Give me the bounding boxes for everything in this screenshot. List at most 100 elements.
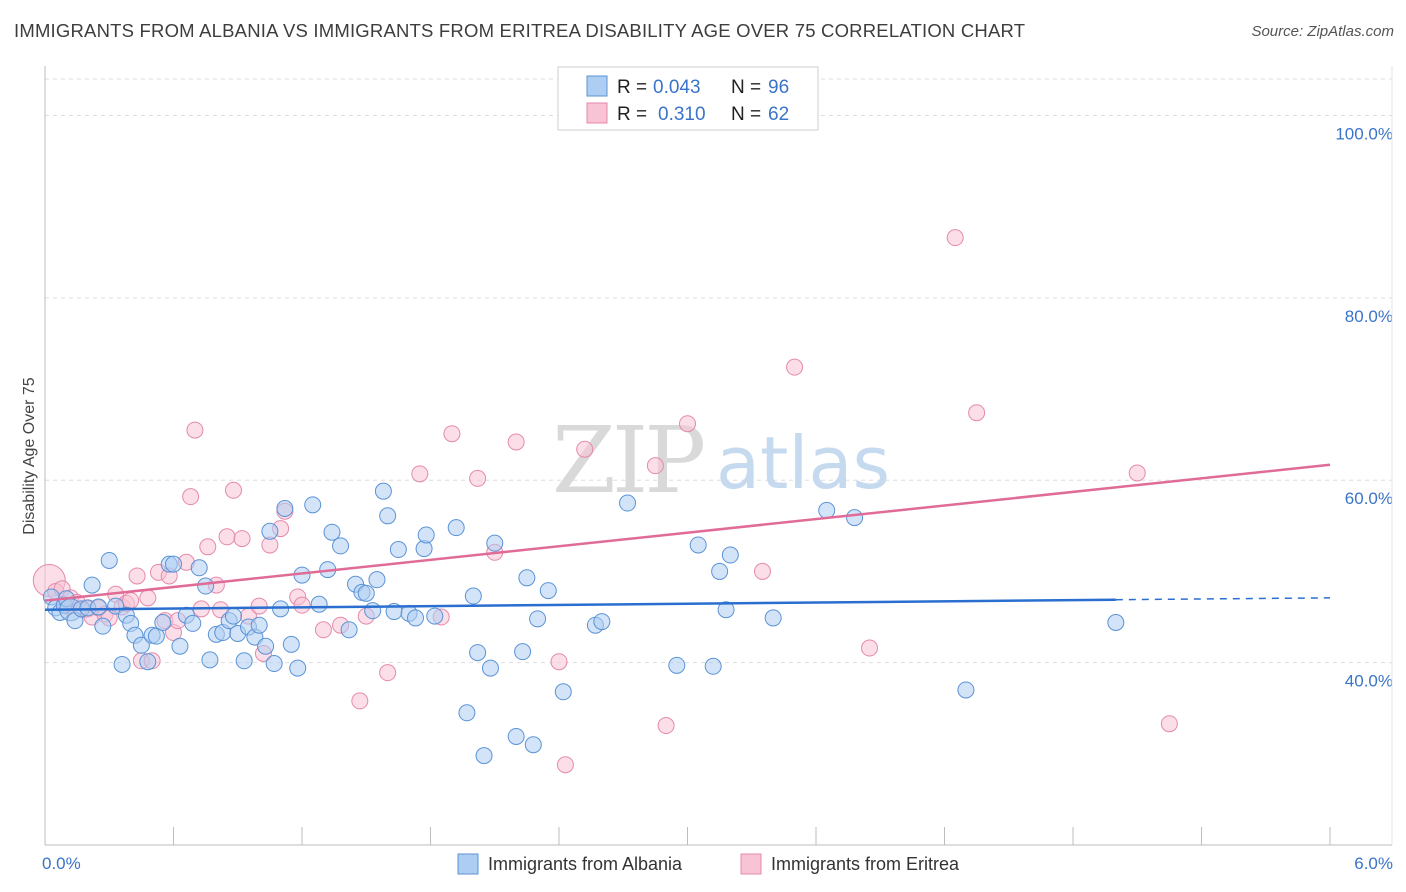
eritrea-point bbox=[379, 664, 397, 682]
albania-point bbox=[689, 536, 707, 554]
bottom-legend-swatch-albania bbox=[457, 853, 479, 875]
eritrea-point bbox=[1160, 715, 1178, 733]
trendline-albania bbox=[44, 598, 1116, 611]
top-legend: R = 0.043 N = 96 R = 0.310 N = 62 bbox=[557, 66, 819, 131]
albania-point bbox=[1107, 613, 1125, 631]
eritrea-point bbox=[576, 440, 594, 458]
eritrea-point bbox=[186, 421, 204, 439]
legend-r-label-albania: R = bbox=[617, 77, 647, 98]
albania-point bbox=[458, 704, 476, 722]
eritrea-point bbox=[233, 530, 251, 548]
y-axis-title: Disability Age Over 75 bbox=[21, 377, 38, 535]
albania-point bbox=[379, 507, 397, 525]
eritrea-point bbox=[293, 596, 311, 614]
eritrea-point bbox=[968, 404, 986, 422]
albania-point bbox=[289, 659, 307, 677]
eritrea-point bbox=[218, 528, 236, 546]
albania-point bbox=[717, 601, 735, 619]
albania-point bbox=[364, 602, 382, 620]
albania-point bbox=[282, 635, 300, 653]
eritrea-point bbox=[351, 692, 369, 710]
watermark-atlas: atlas bbox=[716, 421, 890, 505]
eritrea-point bbox=[411, 465, 429, 483]
x-tick-label-min: 0.0% bbox=[42, 854, 81, 873]
legend-n-value-albania: 96 bbox=[768, 77, 789, 98]
albania-point bbox=[818, 501, 836, 519]
legend-swatch-eritrea bbox=[586, 102, 608, 124]
albania-point bbox=[235, 652, 253, 670]
bottom-legend-swatch-eritrea bbox=[740, 853, 762, 875]
albania-point bbox=[165, 555, 182, 573]
eritrea-point bbox=[199, 538, 217, 556]
eritrea-point bbox=[507, 433, 525, 451]
eritrea-point bbox=[250, 597, 268, 615]
chart-title: IMMIGRANTS FROM ALBANIA VS IMMIGRANTS FR… bbox=[14, 20, 1026, 41]
y-tick-label: 40.0% bbox=[1345, 672, 1393, 691]
albania-point bbox=[957, 681, 975, 699]
albania-point bbox=[426, 607, 444, 625]
albania-point bbox=[190, 559, 208, 577]
legend-r-value-albania: 0.043 bbox=[653, 77, 701, 98]
albania-point bbox=[276, 500, 294, 518]
legend-n-label-albania: N = bbox=[731, 77, 761, 98]
eritrea-point bbox=[646, 457, 664, 475]
albania-point bbox=[554, 683, 572, 701]
albania-point bbox=[310, 595, 328, 613]
eritrea-point bbox=[753, 562, 771, 580]
trendline-eritrea bbox=[44, 463, 1331, 602]
albania-point bbox=[524, 736, 542, 754]
albania-point bbox=[184, 614, 202, 632]
albania-point bbox=[304, 496, 322, 514]
eritrea-point bbox=[128, 567, 146, 585]
albania-point bbox=[257, 637, 275, 655]
albania-point bbox=[201, 651, 219, 669]
trend-layer bbox=[44, 463, 1331, 611]
albania-point bbox=[224, 607, 242, 625]
albania-point bbox=[668, 656, 686, 674]
albania-point bbox=[593, 613, 611, 631]
albania-point bbox=[147, 627, 165, 645]
legend-r-value-eritrea: 0.310 bbox=[658, 104, 706, 125]
albania-point bbox=[83, 576, 101, 594]
albania-point bbox=[90, 598, 108, 616]
legend-n-label-eritrea: N = bbox=[731, 104, 761, 125]
albania-point bbox=[407, 609, 425, 627]
albania-point bbox=[486, 534, 504, 552]
albania-point bbox=[100, 551, 118, 569]
eritrea-point bbox=[443, 425, 461, 443]
albania-point bbox=[764, 609, 782, 627]
albania-point bbox=[464, 587, 482, 605]
eritrea-point bbox=[786, 358, 804, 376]
albania-point bbox=[619, 494, 637, 512]
bottom-legend-label-albania: Immigrants from Albania bbox=[488, 854, 683, 874]
albania-point bbox=[340, 621, 358, 639]
y-tick-label: 100.0% bbox=[1335, 124, 1393, 143]
series-albania-points bbox=[42, 482, 1125, 765]
eritrea-point bbox=[550, 653, 568, 671]
y-tick-label: 80.0% bbox=[1345, 307, 1393, 326]
albania-point bbox=[711, 562, 729, 580]
eritrea-point bbox=[139, 589, 157, 607]
albania-point bbox=[529, 610, 547, 628]
albania-point bbox=[171, 637, 189, 655]
legend-r-label-eritrea: R = bbox=[617, 104, 647, 125]
eritrea-point bbox=[1128, 464, 1146, 482]
source-label: Source: ZipAtlas.com bbox=[1251, 23, 1394, 40]
eritrea-point bbox=[122, 592, 140, 610]
eritrea-point bbox=[469, 469, 487, 487]
albania-point bbox=[704, 657, 722, 675]
albania-point bbox=[469, 644, 487, 662]
legend-n-value-eritrea: 62 bbox=[768, 104, 789, 125]
albania-point bbox=[447, 519, 465, 537]
albania-point bbox=[265, 655, 283, 673]
albania-point bbox=[261, 522, 279, 540]
albania-point bbox=[417, 526, 435, 544]
albania-point bbox=[721, 546, 739, 564]
legend-swatch-albania bbox=[586, 75, 608, 97]
albania-point bbox=[250, 616, 268, 634]
albania-point bbox=[374, 482, 392, 500]
eritrea-point bbox=[657, 717, 675, 735]
eritrea-point bbox=[679, 415, 696, 433]
albania-point bbox=[197, 577, 215, 595]
